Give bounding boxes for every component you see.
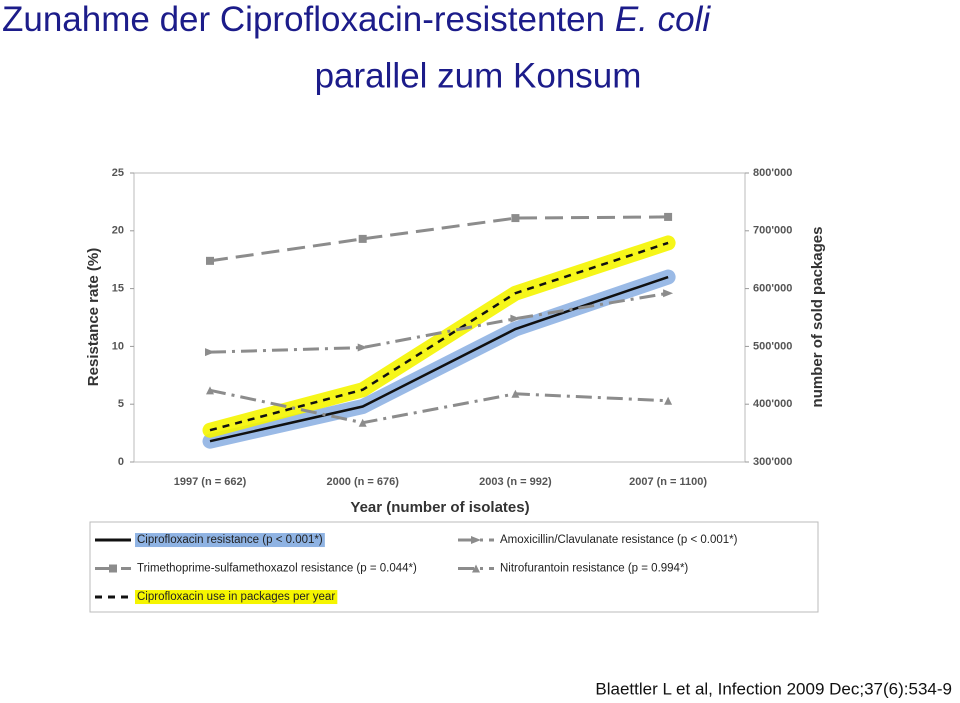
slide-title-line2: parallel zum Konsum [315, 56, 642, 95]
y2-tick-label: 600'000 [753, 283, 792, 295]
marker [205, 348, 215, 357]
line-band [202, 235, 676, 438]
x-tick-label: 2000 (n = 676) [326, 476, 399, 488]
title-italic: E. coli [615, 0, 712, 39]
legend-highlight [135, 590, 338, 605]
legend-label: Nitrofurantoin resistance (p = 0.994*) [500, 563, 688, 575]
x-tick-label: 1997 (n = 662) [174, 476, 247, 488]
y2-tick-label: 400'000 [753, 398, 792, 410]
marker [206, 256, 214, 265]
series-line [209, 241, 669, 432]
marker [511, 389, 520, 398]
series-line [209, 291, 669, 354]
marker [472, 564, 480, 573]
title-text: Zunahme der Ciprofloxacin-resistenten [2, 0, 605, 39]
series-line [209, 388, 669, 425]
legend-label: Amoxicillin/Clavulanate resistance (p < … [500, 534, 738, 546]
series-line [209, 215, 669, 263]
y-axis-label: Resistance rate (%) [85, 248, 102, 386]
slide-title: Zunahme der Ciprofloxacin-resistenten E.… [2, 0, 711, 39]
y-tick-label: 15 [112, 283, 124, 295]
marker [206, 386, 214, 395]
y2-tick-label: 500'000 [753, 340, 792, 352]
series-line [209, 275, 669, 443]
y2-tick-label: 800'000 [753, 167, 792, 179]
legend-label: Ciprofloxacin resistance (p < 0.001*) [137, 534, 323, 546]
marker [357, 343, 368, 352]
x-axis-label: Year (number of isolates) [350, 499, 529, 516]
marker [358, 418, 367, 427]
marker [510, 314, 521, 323]
y2-tick-label: 300'000 [753, 456, 792, 468]
marker [663, 289, 674, 298]
y-tick-label: 25 [112, 167, 124, 179]
y2-tick-label: 700'000 [753, 225, 792, 237]
marker [511, 214, 520, 223]
citation: Blaettler L et al, Infection 2009 Dec;37… [595, 679, 952, 698]
y-tick-label: 10 [112, 340, 124, 352]
marker [664, 212, 673, 221]
marker [109, 564, 117, 573]
x-tick-label: 2003 (n = 992) [479, 476, 552, 488]
legend-box [89, 521, 819, 613]
y2-axis-label: number of sold packages [809, 227, 826, 408]
y-tick-label: 0 [118, 456, 124, 468]
plot-frame [133, 172, 746, 463]
y-tick-label: 5 [118, 398, 124, 410]
marker [664, 396, 673, 405]
legend-highlight [135, 533, 325, 548]
legend-label: Trimethoprime-sulfamethoxazol resistance… [137, 563, 417, 575]
legend-label: Ciprofloxacin use in packages per year [137, 591, 335, 603]
marker [358, 234, 367, 243]
marker [471, 536, 481, 544]
x-tick-label: 2007 (n = 1100) [629, 476, 707, 488]
y-tick-label: 20 [112, 225, 124, 237]
